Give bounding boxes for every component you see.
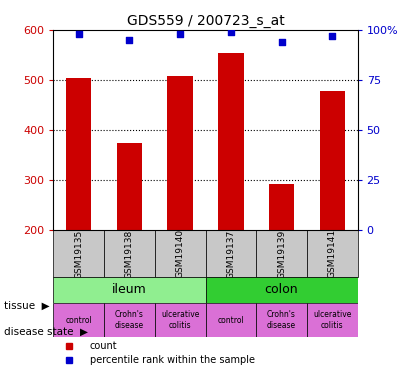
Text: percentile rank within the sample: percentile rank within the sample bbox=[90, 355, 255, 365]
FancyBboxPatch shape bbox=[206, 303, 256, 338]
Text: tissue  ▶: tissue ▶ bbox=[4, 301, 50, 310]
Point bbox=[329, 33, 335, 39]
FancyBboxPatch shape bbox=[256, 303, 307, 338]
Point bbox=[76, 31, 82, 37]
Point bbox=[177, 31, 183, 37]
Text: GSM19140: GSM19140 bbox=[175, 230, 185, 279]
FancyBboxPatch shape bbox=[256, 231, 307, 277]
Point bbox=[278, 39, 285, 45]
Bar bbox=[218, 53, 243, 231]
Text: GSM19141: GSM19141 bbox=[328, 230, 337, 279]
Text: ulcerative
colitis: ulcerative colitis bbox=[313, 310, 351, 330]
Text: ileum: ileum bbox=[112, 284, 147, 297]
Text: Crohn's
disease: Crohn's disease bbox=[267, 310, 296, 330]
FancyBboxPatch shape bbox=[206, 277, 358, 303]
Bar bbox=[66, 78, 91, 231]
Bar bbox=[269, 184, 294, 231]
Text: Crohn's
disease: Crohn's disease bbox=[115, 310, 144, 330]
Text: GSM19137: GSM19137 bbox=[226, 229, 236, 279]
Text: colon: colon bbox=[265, 284, 298, 297]
Text: ulcerative
colitis: ulcerative colitis bbox=[161, 310, 199, 330]
Point bbox=[126, 37, 133, 43]
FancyBboxPatch shape bbox=[307, 303, 358, 338]
FancyBboxPatch shape bbox=[206, 231, 256, 277]
FancyBboxPatch shape bbox=[53, 303, 104, 338]
FancyBboxPatch shape bbox=[104, 303, 155, 338]
Text: GSM19138: GSM19138 bbox=[125, 229, 134, 279]
FancyBboxPatch shape bbox=[155, 303, 206, 338]
FancyBboxPatch shape bbox=[53, 231, 104, 277]
Text: GSM19139: GSM19139 bbox=[277, 229, 286, 279]
FancyBboxPatch shape bbox=[307, 231, 358, 277]
FancyBboxPatch shape bbox=[155, 231, 206, 277]
Text: count: count bbox=[90, 341, 118, 351]
Point bbox=[228, 29, 234, 35]
Text: control: control bbox=[217, 315, 244, 324]
Text: GSM19135: GSM19135 bbox=[74, 229, 83, 279]
Text: disease state  ▶: disease state ▶ bbox=[4, 327, 88, 337]
Bar bbox=[117, 143, 142, 231]
Bar bbox=[168, 76, 193, 231]
Text: control: control bbox=[65, 315, 92, 324]
FancyBboxPatch shape bbox=[53, 277, 206, 303]
Bar bbox=[319, 91, 345, 231]
FancyBboxPatch shape bbox=[104, 231, 155, 277]
Title: GDS559 / 200723_s_at: GDS559 / 200723_s_at bbox=[127, 13, 284, 28]
